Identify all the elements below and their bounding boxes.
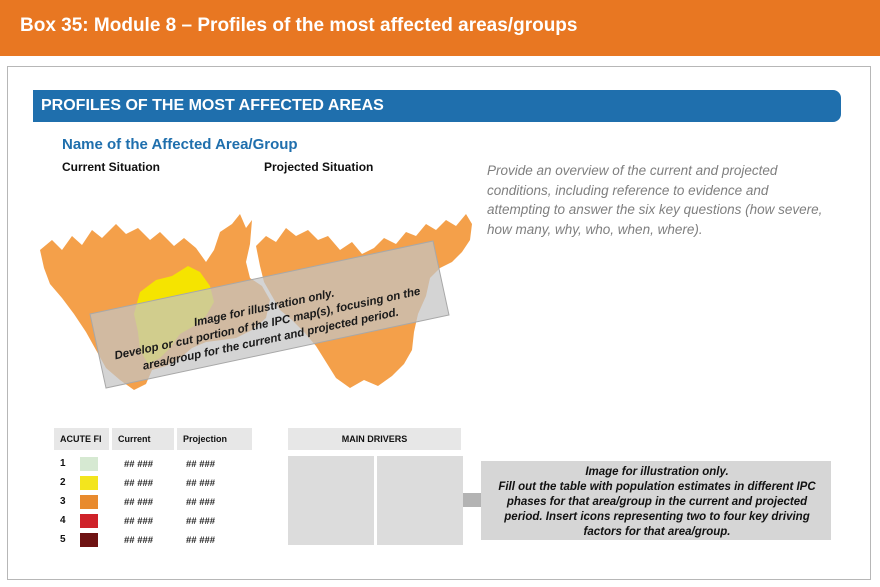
table-header-projection: Projection: [177, 428, 252, 450]
current-value: ## ###: [124, 478, 154, 489]
current-value: ## ###: [124, 459, 154, 470]
callout-line: phases for that area/group in the curren…: [506, 496, 808, 508]
table-header-current: Current: [112, 428, 174, 450]
table-header-acute: ACUTE FI: [54, 428, 109, 450]
driver-icon-placeholder: [288, 456, 374, 545]
projected-situation-label: Projected Situation: [264, 160, 374, 174]
section-band: PROFILES OF THE MOST AFFECTED AREAS: [33, 90, 841, 122]
phase-number: 1: [60, 458, 66, 469]
phase-swatch: [80, 533, 98, 547]
current-situation-label: Current Situation: [62, 160, 160, 174]
projection-value: ## ###: [186, 535, 216, 546]
section-title: PROFILES OF THE MOST AFFECTED AREAS: [41, 97, 384, 114]
callout-text: Image for illustration only. Fill out th…: [487, 465, 827, 540]
area-name-heading: Name of the Affected Area/Group: [62, 136, 298, 153]
phase-number: 2: [60, 477, 66, 488]
phase-swatch: [80, 476, 98, 490]
current-value: ## ###: [124, 497, 154, 508]
projection-value: ## ###: [186, 478, 216, 489]
content-frame: [7, 66, 871, 580]
driver-icon-placeholder: [377, 456, 463, 545]
phase-swatch: [80, 457, 98, 471]
current-value: ## ###: [124, 516, 154, 527]
callout-line: Fill out the table with population estim…: [498, 481, 816, 493]
phase-number: 3: [60, 496, 66, 507]
callout-line: period. Insert icons representing two to…: [504, 511, 810, 523]
illustration-band: [89, 240, 450, 389]
main-drivers-heading: MAIN DRIVERS: [288, 428, 461, 450]
callout-line: Image for illustration only.: [585, 466, 729, 478]
projection-value: ## ###: [186, 516, 216, 527]
overview-description: Provide an overview of the current and p…: [487, 163, 823, 237]
projection-value: ## ###: [186, 497, 216, 508]
phase-number: 4: [60, 515, 66, 526]
current-value: ## ###: [124, 535, 154, 546]
instruction-callout: Image for illustration only. Fill out th…: [481, 461, 831, 540]
box-title: Box 35: Module 8 – Profiles of the most …: [20, 15, 578, 36]
phase-swatch: [80, 495, 98, 509]
callout-line: factors for that area/group.: [583, 526, 731, 538]
phase-number: 5: [60, 534, 66, 545]
box-header: Box 35: Module 8 – Profiles of the most …: [0, 0, 880, 56]
projection-value: ## ###: [186, 459, 216, 470]
phase-swatch: [80, 514, 98, 528]
